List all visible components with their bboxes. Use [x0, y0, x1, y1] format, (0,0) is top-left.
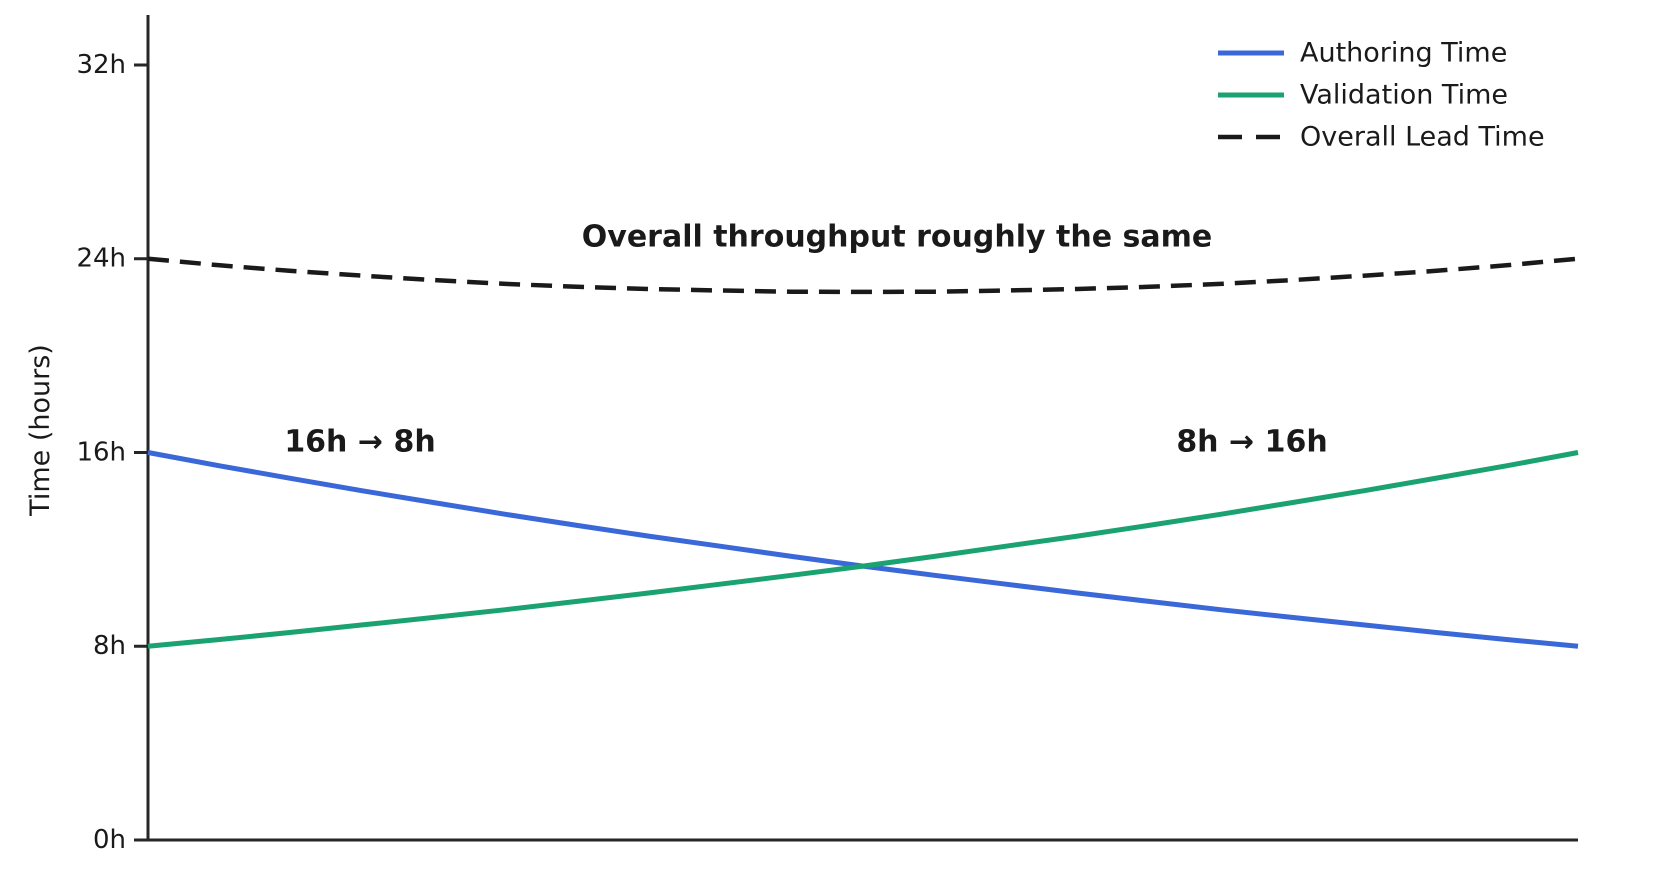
legend-label-overall: Overall Lead Time [1300, 122, 1545, 153]
y-tick-label: 32h [76, 50, 126, 80]
legend-item-validation: Validation Time [1218, 80, 1508, 111]
legend-item-overall: Overall Lead Time [1218, 122, 1545, 153]
y-tick-label: 24h [76, 244, 126, 274]
series-lines [147, 256, 1579, 649]
legend-item-authoring: Authoring Time [1218, 38, 1507, 69]
y-axis-ticks: 0h 8h 16h 24h 32h [76, 50, 148, 855]
overall-lead-time-line [147, 256, 1579, 295]
y-tick-label: 8h [93, 631, 126, 661]
legend: Authoring Time Validation Time Overall L… [1218, 38, 1545, 153]
y-axis-title: Time (hours) [25, 344, 56, 517]
y-tick-label: 16h [76, 437, 126, 467]
annotations: Overall throughput roughly the same 16h … [284, 220, 1327, 460]
annotation-validation-change: 8h → 16h [1176, 425, 1327, 460]
annotation-overall-throughput: Overall throughput roughly the same [582, 220, 1212, 255]
legend-label-authoring: Authoring Time [1300, 38, 1507, 69]
annotation-authoring-change: 16h → 8h [284, 425, 435, 460]
authoring-time-line [147, 450, 1579, 649]
y-tick-label: 0h [93, 825, 126, 855]
legend-label-validation: Validation Time [1300, 80, 1508, 111]
validation-time-line [147, 450, 1579, 649]
